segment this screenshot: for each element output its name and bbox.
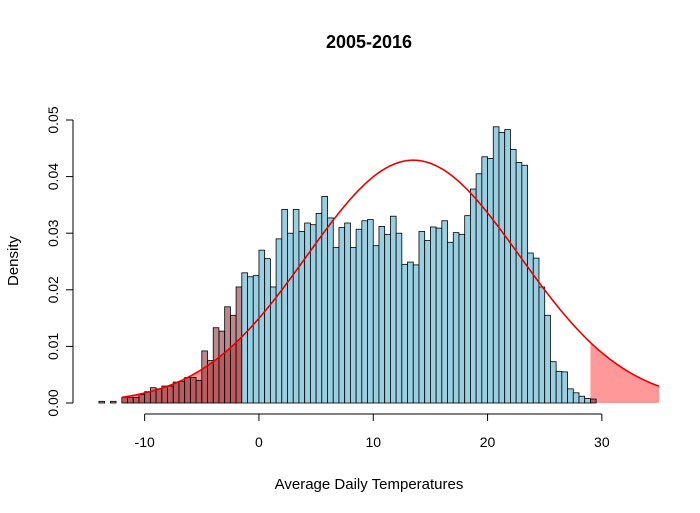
histogram-bar	[418, 231, 426, 404]
histogram-bar	[344, 222, 351, 404]
histogram-bar	[544, 314, 551, 404]
histogram-bar	[424, 240, 431, 404]
histogram-bar	[127, 396, 134, 404]
histogram-bar	[555, 370, 563, 404]
histogram-bar	[487, 158, 494, 404]
histogram-bar	[429, 226, 437, 404]
x-tick-label: 10	[365, 434, 381, 450]
normal-curve	[121, 159, 660, 399]
histogram-bar	[561, 371, 568, 404]
y-tick-label: 0.05	[45, 106, 61, 133]
histogram-bar	[281, 209, 288, 404]
y-axis-label: Density	[5, 235, 22, 286]
chart-title: 2005-2016	[326, 32, 412, 52]
histogram-bar	[521, 164, 528, 404]
histogram-bar	[590, 398, 597, 404]
histogram-bar	[235, 286, 243, 404]
histogram-bar	[367, 219, 374, 404]
histogram-bar	[492, 126, 500, 404]
histogram-bar	[395, 232, 403, 404]
histogram-bar	[241, 272, 248, 404]
histogram-bar	[527, 252, 534, 404]
histogram-bar	[98, 400, 106, 404]
histogram-bar	[172, 381, 180, 404]
histogram-bar	[435, 227, 443, 404]
histogram-bar	[132, 396, 140, 404]
histogram-bar	[304, 222, 311, 404]
histogram-bar	[298, 231, 306, 404]
histogram-bar	[109, 400, 117, 404]
histogram-bar	[550, 361, 557, 404]
histogram-bar	[389, 215, 397, 404]
histogram-bar	[189, 377, 197, 404]
histogram-bar	[247, 276, 254, 404]
histogram-bar	[538, 286, 546, 404]
histogram-bar	[195, 379, 203, 404]
histogram-bar	[572, 392, 580, 404]
y-axis: 0.00 0.01 0.02 0.03 0.04 0.05	[45, 106, 74, 417]
histogram-bar	[138, 394, 146, 404]
histogram-bar	[155, 388, 163, 404]
histogram-bar	[212, 327, 220, 404]
histogram-bar	[361, 220, 368, 404]
histogram-bar	[201, 350, 208, 404]
x-tick-label: 30	[594, 434, 610, 450]
histogram-bar	[121, 396, 128, 404]
histogram-bar	[498, 132, 506, 404]
histogram-bar	[464, 215, 471, 404]
histogram-bar	[252, 275, 260, 404]
histogram-bar	[355, 228, 363, 404]
histogram-bar	[264, 258, 271, 404]
histogram-bars	[98, 126, 597, 404]
histogram-bar	[258, 249, 266, 404]
y-tick-label: 0.04	[45, 163, 61, 190]
histogram-bar	[229, 314, 237, 404]
y-tick-label: 0.00	[45, 389, 61, 416]
histogram-bar	[287, 232, 294, 404]
histogram-bar	[447, 241, 454, 404]
histogram-bar	[218, 330, 226, 404]
x-tick-label: -10	[135, 434, 155, 450]
x-axis-label: Average Daily Temperatures	[275, 476, 464, 493]
x-tick-label: 0	[255, 434, 263, 450]
histogram-bar	[412, 264, 420, 404]
histogram-bar	[481, 156, 488, 404]
x-tick-label: 20	[480, 434, 496, 450]
histogram-bar	[515, 162, 523, 404]
histogram-bar	[384, 233, 391, 404]
histogram-bar	[584, 398, 591, 404]
y-tick-label: 0.03	[45, 219, 61, 246]
histogram-bar	[378, 226, 386, 404]
histogram-bar	[178, 381, 186, 404]
histogram-bar	[184, 377, 191, 404]
x-axis: -10 0 10 20 30	[135, 413, 610, 450]
histogram-bar	[349, 246, 357, 404]
histogram-bar	[441, 220, 448, 404]
histogram-bar	[470, 188, 477, 404]
histogram-bar	[207, 360, 214, 404]
histogram-bar	[401, 263, 408, 404]
histogram-bar	[321, 196, 328, 404]
histogram-bar	[578, 395, 586, 404]
histogram-bar	[567, 388, 574, 404]
histogram-bar	[332, 246, 340, 404]
histogram-bar	[372, 245, 380, 404]
y-tick-label: 0.02	[45, 276, 61, 303]
histogram-bar	[510, 149, 517, 404]
histogram-bar	[475, 173, 483, 404]
histogram-bar	[458, 233, 466, 404]
histogram-bar	[407, 261, 414, 404]
histogram-bar	[275, 238, 283, 404]
histogram-bar	[309, 224, 317, 404]
histogram-bar	[452, 232, 460, 404]
histogram-bar	[327, 217, 334, 404]
y-tick-label: 0.01	[45, 333, 61, 360]
histogram-bar	[292, 209, 300, 404]
histogram-bar	[338, 227, 346, 404]
histogram-bar	[167, 385, 174, 404]
histogram-bar	[504, 129, 511, 404]
histogram-bar	[224, 306, 231, 404]
